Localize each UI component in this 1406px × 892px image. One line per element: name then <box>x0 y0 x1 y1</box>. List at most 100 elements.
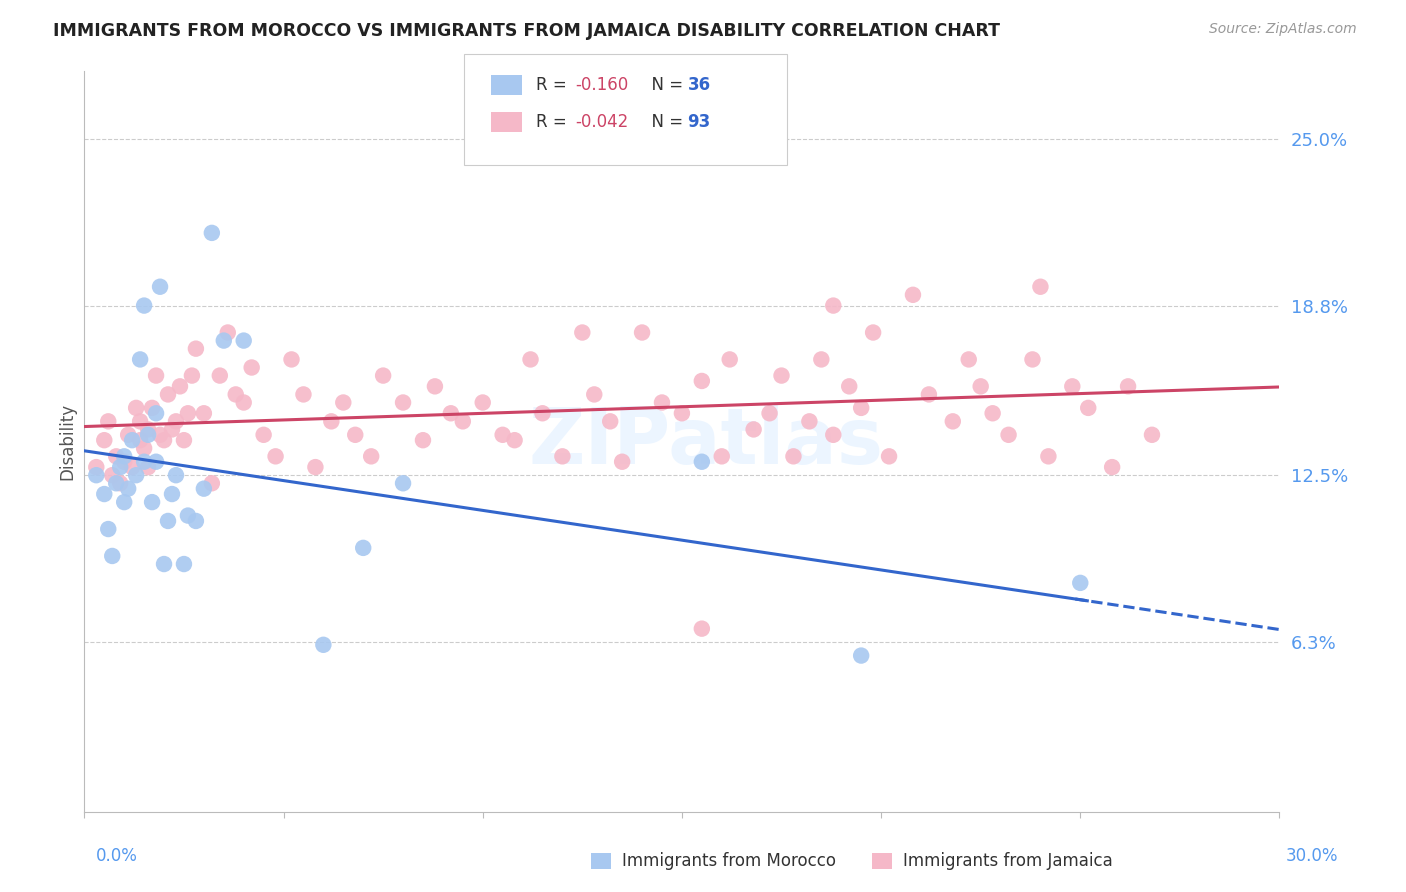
Point <box>141 401 163 415</box>
Point <box>132 442 156 456</box>
Text: N =: N = <box>641 76 689 94</box>
Point <box>264 450 287 464</box>
Point <box>157 514 180 528</box>
Point <box>132 455 156 469</box>
Point <box>671 406 693 420</box>
Point <box>631 326 654 340</box>
Text: -0.160: -0.160 <box>575 76 628 94</box>
Point <box>177 406 200 420</box>
Point <box>851 401 873 415</box>
Point <box>129 433 152 447</box>
Point <box>392 395 415 409</box>
Point <box>217 326 239 340</box>
Point <box>1021 352 1043 367</box>
Point <box>105 450 128 464</box>
Point <box>169 379 191 393</box>
Point <box>373 368 395 383</box>
Point <box>117 482 139 496</box>
Point <box>110 476 132 491</box>
Point <box>117 427 139 442</box>
Point <box>1140 427 1163 442</box>
Point <box>503 433 526 447</box>
Y-axis label: Disability: Disability <box>58 403 76 480</box>
Point <box>136 422 159 436</box>
Point <box>1062 379 1084 393</box>
Point <box>112 455 135 469</box>
Point <box>758 406 780 420</box>
Point <box>352 541 374 555</box>
Point <box>110 460 132 475</box>
Point <box>173 557 195 571</box>
Point <box>997 427 1019 442</box>
Point <box>770 368 793 383</box>
Point <box>531 406 554 420</box>
Point <box>280 352 302 367</box>
Point <box>181 368 204 383</box>
Point <box>201 476 224 491</box>
Point <box>292 387 315 401</box>
Point <box>129 352 152 367</box>
Point <box>165 414 187 428</box>
Point <box>440 406 463 420</box>
Point <box>177 508 200 523</box>
Point <box>132 299 156 313</box>
Point <box>184 342 207 356</box>
Text: R =: R = <box>536 113 572 131</box>
Point <box>112 450 135 464</box>
Point <box>157 387 180 401</box>
Point <box>901 288 924 302</box>
Point <box>225 387 247 401</box>
Point <box>93 487 115 501</box>
Point <box>471 395 494 409</box>
Point <box>710 450 733 464</box>
Text: 0.0%: 0.0% <box>96 847 138 865</box>
Text: N =: N = <box>641 113 689 131</box>
Point <box>125 468 148 483</box>
Text: 36: 36 <box>688 76 710 94</box>
Point <box>1116 379 1139 393</box>
Point <box>690 374 713 388</box>
Text: 30.0%: 30.0% <box>1286 847 1339 865</box>
Point <box>232 334 254 348</box>
Point <box>690 455 713 469</box>
Point <box>412 433 434 447</box>
Point <box>321 414 343 428</box>
Point <box>193 482 215 496</box>
Point <box>160 487 183 501</box>
Point <box>145 455 167 469</box>
Text: -0.042: -0.042 <box>575 113 628 131</box>
Point <box>141 495 163 509</box>
Point <box>451 414 474 428</box>
Text: Source: ZipAtlas.com: Source: ZipAtlas.com <box>1209 22 1357 37</box>
Point <box>551 450 574 464</box>
Point <box>918 387 941 401</box>
Point <box>612 455 634 469</box>
Point <box>101 549 124 563</box>
Point <box>877 450 900 464</box>
Text: R =: R = <box>536 76 572 94</box>
Point <box>121 433 143 447</box>
Point <box>129 414 152 428</box>
Point <box>571 326 593 340</box>
Point <box>599 414 621 428</box>
Point <box>149 427 172 442</box>
Point <box>718 352 741 367</box>
Point <box>253 427 276 442</box>
Point <box>851 648 873 663</box>
Point <box>149 279 172 293</box>
Point <box>838 379 860 393</box>
Text: Immigrants from Jamaica: Immigrants from Jamaica <box>903 852 1114 870</box>
Text: 93: 93 <box>688 113 711 131</box>
Point <box>212 334 235 348</box>
Point <box>1029 279 1052 293</box>
Point <box>112 495 135 509</box>
Point <box>392 476 415 491</box>
Point <box>970 379 993 393</box>
Point <box>823 427 845 442</box>
Point <box>583 387 606 401</box>
Point <box>201 226 224 240</box>
Point <box>1077 401 1099 415</box>
Point <box>240 360 263 375</box>
Text: ZIPatlas: ZIPatlas <box>529 403 883 480</box>
Point <box>105 476 128 491</box>
